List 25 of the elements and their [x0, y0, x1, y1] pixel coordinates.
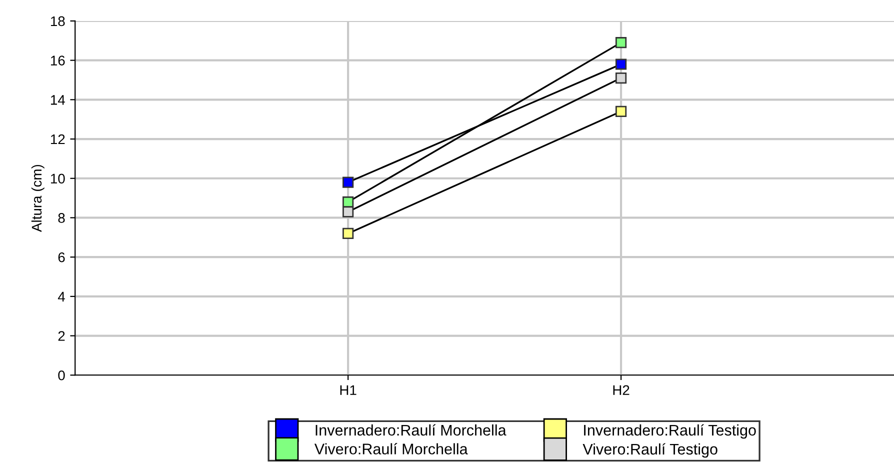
- y-tick-label: 2: [58, 331, 65, 341]
- x-tick-label: H2: [613, 385, 630, 395]
- y-tick-label: 10: [50, 174, 65, 184]
- y-tick-label: 18: [50, 16, 65, 26]
- y-tick-label: 8: [58, 213, 65, 223]
- y-tick-label: 14: [50, 95, 65, 105]
- y-tick-label: 16: [50, 56, 65, 66]
- y-axis-title: Altura (cm): [31, 164, 44, 232]
- x-tick-label: H1: [340, 385, 356, 395]
- y-tick-label: 12: [50, 134, 65, 144]
- legend-label: Vivero:Raulí Morchella: [314, 443, 468, 454]
- legend-label: Vivero:Raulí Testigo: [582, 443, 718, 458]
- y-tick-label: 4: [58, 292, 65, 302]
- point: [615, 106, 627, 118]
- point: [615, 37, 627, 48]
- legend-label: Invernadero:Raulí Testigo: [584, 424, 756, 439]
- point: [342, 196, 354, 208]
- y-tick-label: 0: [58, 370, 65, 380]
- legend-label: Invernadero:Raulí Morchella: [316, 424, 506, 436]
- point: [342, 228, 354, 240]
- point: [342, 176, 354, 188]
- y-tick-label: 6: [58, 252, 65, 262]
- point: [342, 206, 354, 218]
- point: [615, 58, 627, 70]
- point: [615, 72, 627, 84]
